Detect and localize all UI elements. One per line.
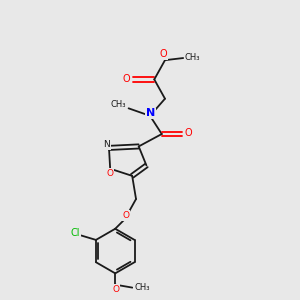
Text: CH₃: CH₃ [134, 283, 150, 292]
Text: CH₃: CH₃ [185, 52, 200, 62]
Text: N: N [103, 140, 110, 149]
Text: O: O [122, 211, 129, 220]
Text: Cl: Cl [71, 228, 80, 238]
Text: O: O [122, 74, 130, 84]
Text: N: N [146, 108, 155, 118]
Text: O: O [112, 285, 119, 294]
Text: CH₃: CH₃ [110, 100, 126, 109]
Text: O: O [185, 128, 193, 138]
Text: O: O [160, 49, 167, 59]
Text: O: O [106, 169, 113, 178]
